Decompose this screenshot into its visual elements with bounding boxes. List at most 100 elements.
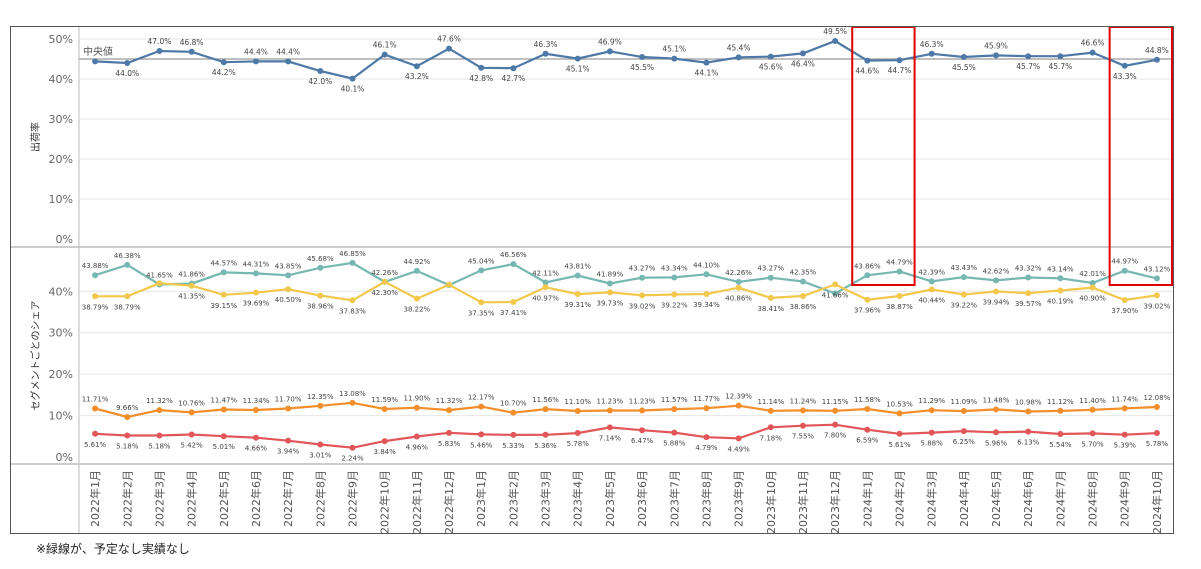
data-label: 44.31% [243, 260, 270, 268]
data-label: 11.34% [243, 397, 270, 405]
data-label: 42.26% [371, 269, 398, 277]
data-label: 7.18% [760, 434, 783, 442]
data-label: 39.94% [983, 299, 1010, 307]
data-point [928, 50, 935, 57]
data-point [832, 281, 839, 288]
data-label: 41.89% [597, 270, 624, 278]
x-tick-label: 2024年3月 [925, 470, 939, 527]
data-point [703, 59, 710, 66]
data-point [1121, 296, 1128, 303]
data-point [703, 291, 710, 298]
data-point [896, 268, 903, 275]
x-tick-label: 2023年2月 [506, 470, 520, 527]
y-tick-label: 10% [49, 193, 73, 206]
data-point [349, 444, 356, 451]
data-point [639, 274, 646, 281]
data-point [960, 428, 967, 435]
data-label: 11.10% [564, 398, 591, 406]
data-point [478, 299, 485, 306]
data-point [413, 63, 420, 70]
data-point [1025, 290, 1032, 297]
data-label: 5.33% [502, 442, 525, 450]
data-label: 38.41% [757, 305, 784, 313]
data-label: 4.79% [695, 444, 718, 452]
data-label: 42.30% [371, 289, 398, 297]
data-point [92, 293, 99, 300]
x-tick-label: 2022年9月 [346, 470, 360, 527]
data-point [1153, 275, 1160, 282]
data-label: 42.35% [790, 269, 817, 277]
data-label: 11.74% [1111, 395, 1138, 403]
data-label: 11.58% [854, 396, 881, 404]
data-label: 37.41% [500, 309, 527, 317]
data-point [220, 291, 227, 298]
data-point [639, 407, 646, 414]
data-point [124, 261, 131, 268]
data-point [671, 429, 678, 436]
data-point [317, 292, 324, 299]
data-point [1025, 408, 1032, 415]
data-point [510, 261, 517, 268]
y-tick-label: 40% [49, 285, 73, 298]
data-point [993, 277, 1000, 284]
data-point [446, 45, 453, 52]
data-point [446, 429, 453, 436]
data-point [510, 409, 517, 416]
data-point [92, 405, 99, 412]
data-label: 10.53% [886, 400, 913, 408]
data-label: 40.44% [918, 296, 945, 304]
data-point [574, 272, 581, 279]
data-point [252, 434, 259, 441]
series-line [95, 280, 1158, 304]
data-point [928, 429, 935, 436]
data-point [703, 434, 710, 441]
data-point [1057, 287, 1064, 294]
data-point [124, 432, 131, 439]
data-label: 5.83% [438, 440, 461, 448]
data-label: 5.18% [116, 443, 139, 451]
data-point [381, 405, 388, 412]
data-point [1057, 53, 1064, 60]
data-label: 2.24% [341, 455, 364, 463]
x-tick-label: 2023年8月 [699, 470, 713, 527]
data-point [832, 407, 839, 414]
data-label: 11.71% [82, 395, 109, 403]
x-tick-label: 2024年6月 [1021, 470, 1035, 527]
data-point [574, 291, 581, 298]
data-label: 45.7% [1048, 62, 1072, 71]
data-point [478, 403, 485, 410]
data-label: 46.56% [500, 251, 527, 259]
data-label: 11.32% [146, 397, 173, 405]
data-label: 6.13% [1017, 439, 1040, 447]
y-tick-label: 50% [49, 33, 73, 46]
data-label: 45.5% [630, 63, 654, 72]
x-tick-label: 2024年9月 [1118, 470, 1132, 527]
data-label: 43.32% [1015, 265, 1042, 273]
data-point [510, 431, 517, 438]
data-point [446, 407, 453, 414]
data-label: 39.57% [1015, 300, 1042, 308]
data-label: 46.6% [1081, 39, 1105, 48]
data-label: 46.3% [534, 40, 558, 49]
data-point [993, 52, 1000, 59]
data-label: 40.90% [1079, 295, 1106, 303]
data-point [413, 433, 420, 440]
data-label: 5.78% [567, 440, 590, 448]
data-point [252, 58, 259, 65]
data-point [799, 293, 806, 300]
y-tick-label: 20% [49, 153, 73, 166]
data-label: 11.29% [918, 397, 945, 405]
data-point [188, 282, 195, 289]
data-label: 11.23% [597, 397, 624, 405]
data-point [478, 267, 485, 274]
data-label: 45.7% [1016, 62, 1040, 71]
data-label: 11.56% [532, 396, 559, 404]
y-tick-label: 0% [56, 233, 73, 246]
data-label: 39.73% [597, 299, 624, 307]
data-point [285, 286, 292, 293]
data-label: 7.80% [824, 432, 847, 440]
data-point [124, 60, 131, 66]
data-label: 10.70% [500, 400, 527, 408]
data-label: 5.96% [985, 439, 1008, 447]
data-label: 11.47% [210, 396, 237, 404]
